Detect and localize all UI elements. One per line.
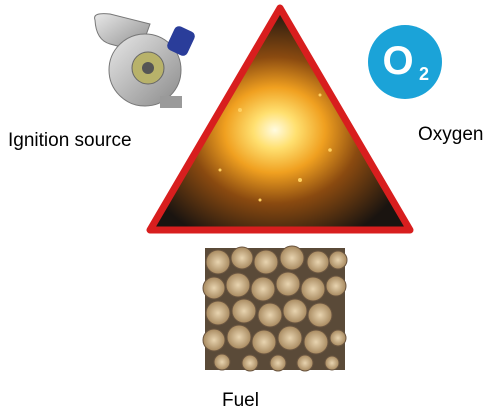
icon-subscript: 2: [419, 64, 429, 84]
icon-symbol: O: [382, 39, 413, 83]
node-label: Ignition source: [8, 130, 132, 151]
fire-triangle-diagram: Ignition source O 2 Oxygen Fuel: [0, 0, 502, 411]
oxygen-icon: O 2: [368, 25, 442, 99]
woodpile-icon: [203, 246, 347, 371]
fan-icon: [95, 14, 197, 108]
node-label: Fuel: [222, 390, 259, 411]
node-label: Oxygen: [418, 124, 483, 145]
